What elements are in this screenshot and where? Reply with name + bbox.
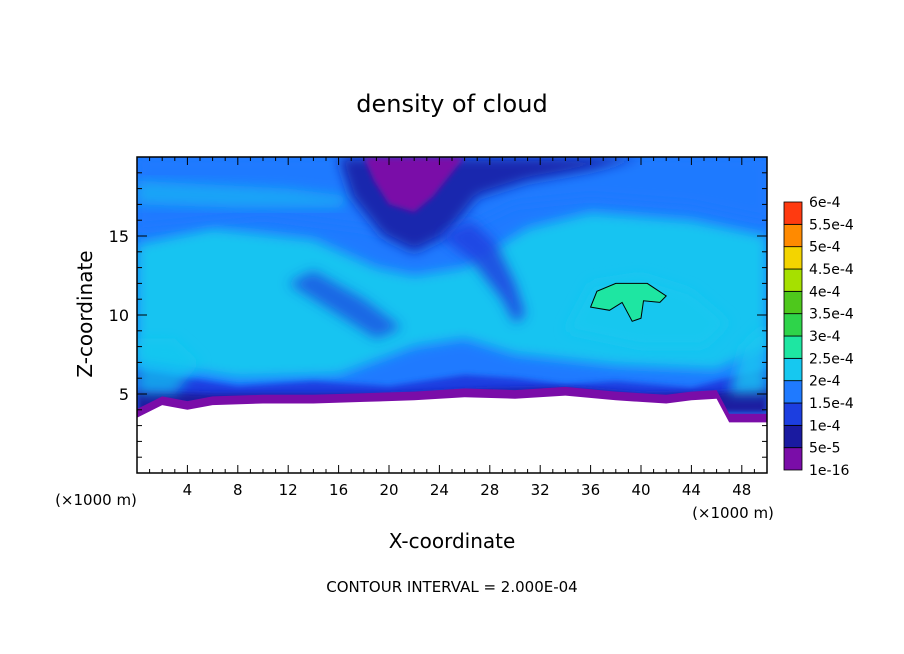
y-tick-label: 5	[119, 385, 129, 404]
colorbar-label: 5e-5	[809, 441, 840, 457]
contour-field	[137, 157, 767, 473]
colorbar-swatch	[783, 402, 803, 426]
colorbar-swatch	[783, 246, 803, 270]
x-tick-label: 48	[732, 481, 751, 499]
colorbar-label: 1.5e-4	[809, 396, 854, 412]
y-axis-ticks: 5 10 15	[109, 172, 767, 458]
colorbar-label: 3.5e-4	[809, 307, 854, 323]
field-region-4	[363, 157, 465, 213]
x-tick-label: 28	[480, 481, 499, 499]
y-axis-label: Z-coordinate	[73, 250, 97, 377]
colorbar-swatch	[783, 380, 803, 404]
colorbar-swatch	[783, 357, 803, 382]
x-tick-label: 44	[682, 481, 701, 499]
colorbar-label: 2.5e-4	[809, 351, 854, 367]
colorbar-swatch	[783, 290, 803, 315]
x-tick-label: 32	[531, 481, 550, 499]
x-axis-label: X-coordinate	[389, 529, 516, 553]
colorbar: 1e-16 5e-5 1e-4 1.5e-4 2e-4 2.5e-4 3e-4 3.5e-4 4…	[783, 195, 854, 479]
contour-cell	[589, 282, 667, 322]
colorbar-swatch	[783, 223, 803, 248]
surface-band	[137, 386, 767, 426]
colorbar-swatch	[783, 335, 803, 359]
colorbar-label: 4.5e-4	[809, 262, 854, 278]
colorbar-swatch	[783, 424, 803, 449]
terrain-mask	[137, 395, 767, 473]
field-region-2	[137, 180, 352, 208]
x-unit-label-right: (×1000 m)	[692, 504, 774, 522]
y-tick-label: 15	[109, 227, 129, 246]
colorbar-label: 4e-4	[809, 284, 841, 300]
colorbar-swatch	[783, 447, 803, 471]
x-tick-label: 24	[430, 481, 449, 499]
x-tick-label: 4	[183, 481, 193, 499]
colorbar-label: 2e-4	[809, 374, 841, 390]
colorbar-swatch	[783, 201, 803, 225]
colorbar-swatch	[783, 313, 803, 337]
field-region-11	[137, 338, 200, 394]
x-tick-label: 8	[233, 481, 243, 499]
x-tick-label: 12	[279, 481, 298, 499]
x-tick-label: 20	[379, 481, 398, 499]
field-region-5	[439, 220, 526, 323]
x-tick-label: 16	[329, 481, 348, 499]
x-tick-label: 36	[581, 481, 600, 499]
colorbar-swatch	[783, 268, 803, 292]
colorbar-label: 6e-4	[809, 195, 841, 211]
colorbar-label: 1e-16	[809, 463, 849, 479]
x-axis-ticks: 4 8 12 16 20 24 28 32 36 40 44 48	[149, 157, 755, 499]
field-region-6	[288, 270, 402, 339]
colorbar-label: 1e-4	[809, 418, 841, 434]
colorbar-label: 3e-4	[809, 329, 841, 345]
y-tick-label: 10	[109, 306, 129, 325]
colorbar-label: 5e-4	[809, 240, 841, 256]
x-tick-label: 40	[631, 481, 650, 499]
field-region-10	[729, 322, 767, 394]
chart-title: density of cloud	[356, 90, 547, 118]
x-unit-label-left: (×1000 m)	[55, 491, 137, 509]
colorbar-label: 5.5e-4	[809, 217, 854, 233]
contour-interval-footer: CONTOUR INTERVAL = 2.000E-04	[326, 578, 577, 596]
